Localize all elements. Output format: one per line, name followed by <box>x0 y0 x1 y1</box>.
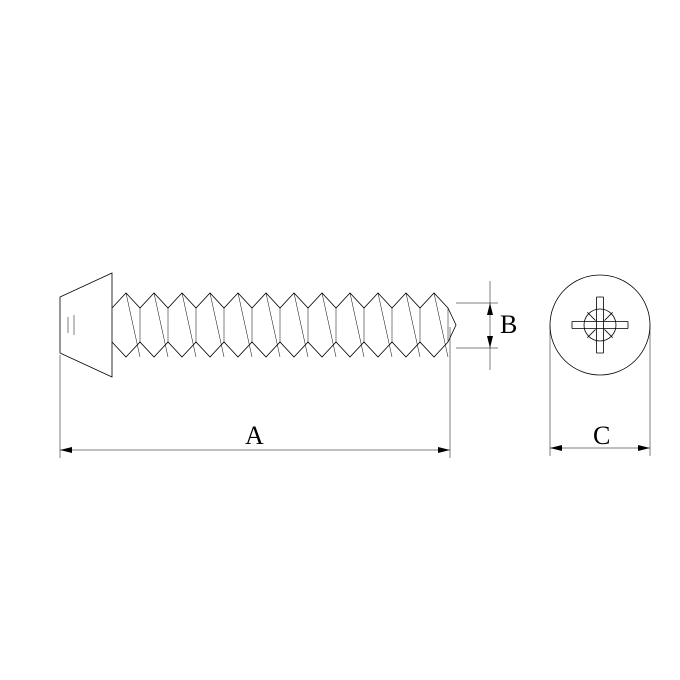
thread-helix-lines <box>126 293 448 357</box>
dimension-a-label: A <box>245 421 264 450</box>
dimension-c-label: C <box>593 421 610 450</box>
dimension-a: A <box>60 327 450 458</box>
dimension-b-arrow-top <box>487 303 493 315</box>
screw-side-view <box>60 273 456 377</box>
dimension-b-arrow-bottom <box>487 336 493 348</box>
dimension-a-arrow-left <box>60 447 72 453</box>
pozidriv-drive-icon <box>572 297 628 353</box>
dimension-b: B <box>456 281 517 370</box>
screw-head-end-view <box>550 275 650 375</box>
dimension-b-label: B <box>500 310 517 339</box>
dimension-c-arrow-left <box>550 445 562 451</box>
thread-crest-top <box>112 293 448 308</box>
screw-tip <box>448 308 456 342</box>
dimension-a-arrow-right <box>438 447 450 453</box>
dimension-c: C <box>550 325 650 456</box>
head-outer-circle <box>550 275 650 375</box>
dimension-c-arrow-right <box>638 445 650 451</box>
screw-technical-drawing: A B C <box>0 0 680 680</box>
head-slot-lines <box>68 315 74 335</box>
thread-crest-bottom <box>112 342 448 357</box>
